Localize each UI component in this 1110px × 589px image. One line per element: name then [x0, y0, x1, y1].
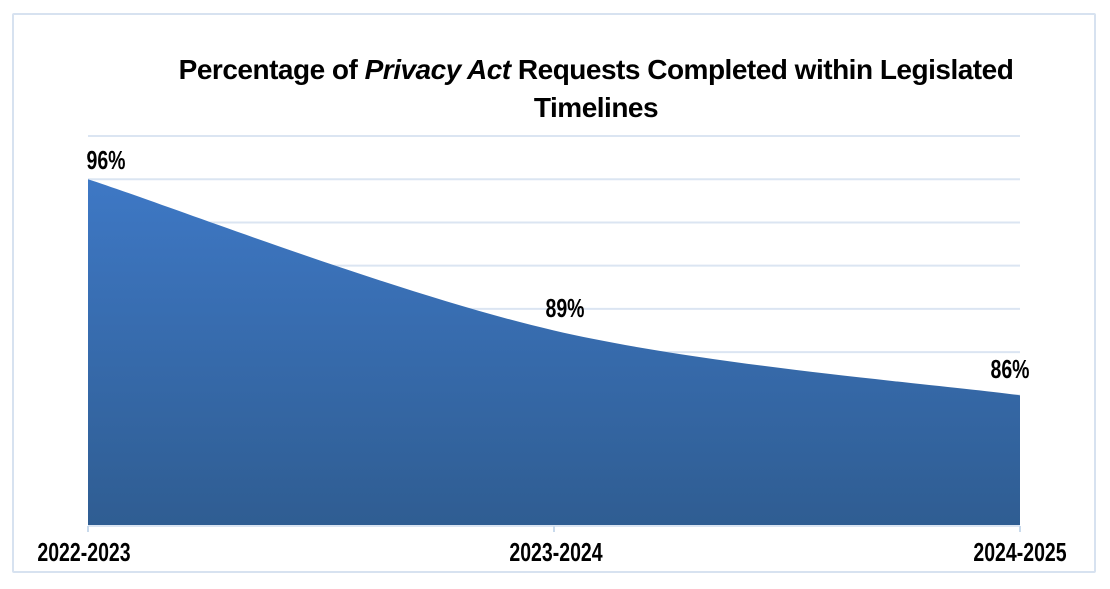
chart-title-part1: Percentage of: [178, 54, 365, 85]
x-axis-label-2023-2024: 2023-2024: [509, 537, 603, 567]
data-label-2024-2025: 86%: [990, 354, 1030, 385]
chart-title: Percentage of Privacy Act Requests Compl…: [136, 51, 1056, 127]
chart-title-part2: Requests Completed within Legislated Tim…: [510, 54, 1014, 123]
x-axis-label-2022-2023: 2022-2023: [37, 537, 131, 567]
x-axis-label-2024-2025: 2024-2025: [973, 537, 1067, 567]
data-label-2023-2024: 89%: [545, 292, 585, 323]
data-label-2022-2023: 96%: [86, 145, 126, 176]
chart-title-italic: Privacy Act: [364, 54, 512, 85]
